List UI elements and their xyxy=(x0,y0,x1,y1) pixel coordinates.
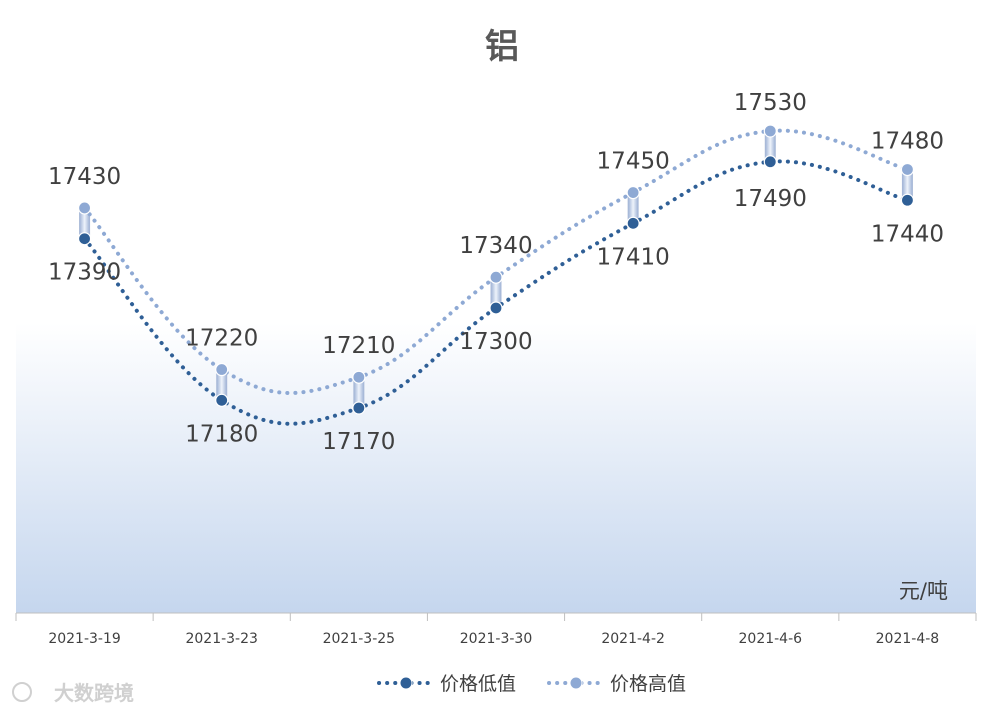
legend-label: 价格高值 xyxy=(610,673,686,695)
data-label-low: 17300 xyxy=(459,329,532,355)
unit-label: 元/吨 xyxy=(899,579,948,603)
watermark: 大数跨境 xyxy=(12,681,134,705)
data-label-high: 17340 xyxy=(459,233,532,259)
data-label-high: 17450 xyxy=(597,149,670,175)
legend-marker xyxy=(569,676,583,690)
legend-label: 价格低值 xyxy=(440,673,516,695)
x-tick-label: 2021-4-2 xyxy=(601,631,665,647)
data-point xyxy=(352,401,366,415)
watermark-text: 大数跨境 xyxy=(54,681,134,705)
data-point xyxy=(352,370,366,384)
legend: 价格低值 价格高值 xyxy=(377,673,686,695)
data-point xyxy=(626,185,640,200)
data-point xyxy=(215,393,229,407)
x-axis: 2021-3-19 2021-3-23 2021-3-25 2021-3-30 2021… xyxy=(15,612,977,647)
data-labels: 17430 17390 17220 17180 17210 17170 17340 17300… xyxy=(48,90,944,455)
data-points xyxy=(77,124,915,415)
high-low-lines xyxy=(79,130,913,409)
data-label-high: 17530 xyxy=(734,90,807,116)
data-point xyxy=(77,232,92,246)
x-tick-label: 2021-3-19 xyxy=(48,631,120,647)
data-point xyxy=(489,301,503,315)
data-label-high: 17220 xyxy=(185,326,258,352)
x-tick-label: 2021-3-23 xyxy=(185,631,257,647)
x-tick-label: 2021-4-8 xyxy=(876,631,940,647)
data-point xyxy=(763,124,777,138)
data-point xyxy=(900,162,915,177)
data-point xyxy=(626,216,640,230)
data-point xyxy=(215,362,229,377)
data-point xyxy=(77,201,92,215)
data-label-high: 17480 xyxy=(871,128,944,154)
data-label-low: 17170 xyxy=(322,429,395,455)
x-tick-label: 2021-3-30 xyxy=(460,631,532,647)
data-label-low: 17440 xyxy=(871,221,944,247)
x-tick-label: 2021-3-25 xyxy=(323,631,395,647)
legend-marker xyxy=(399,676,413,690)
data-label-low: 17180 xyxy=(185,421,258,447)
data-label-high: 17210 xyxy=(322,333,395,359)
data-label-high: 17430 xyxy=(48,164,121,190)
plot-area-background xyxy=(16,86,976,613)
data-point xyxy=(489,270,503,284)
watermark-logo-icon xyxy=(12,682,32,702)
data-point xyxy=(763,155,777,169)
data-point xyxy=(900,193,915,207)
x-tick-label: 2021-4-6 xyxy=(739,631,803,647)
data-label-low: 17410 xyxy=(597,244,670,270)
data-label-low: 17490 xyxy=(734,186,807,212)
chart-title: 铝 xyxy=(485,27,519,67)
data-label-low: 17390 xyxy=(48,260,121,286)
